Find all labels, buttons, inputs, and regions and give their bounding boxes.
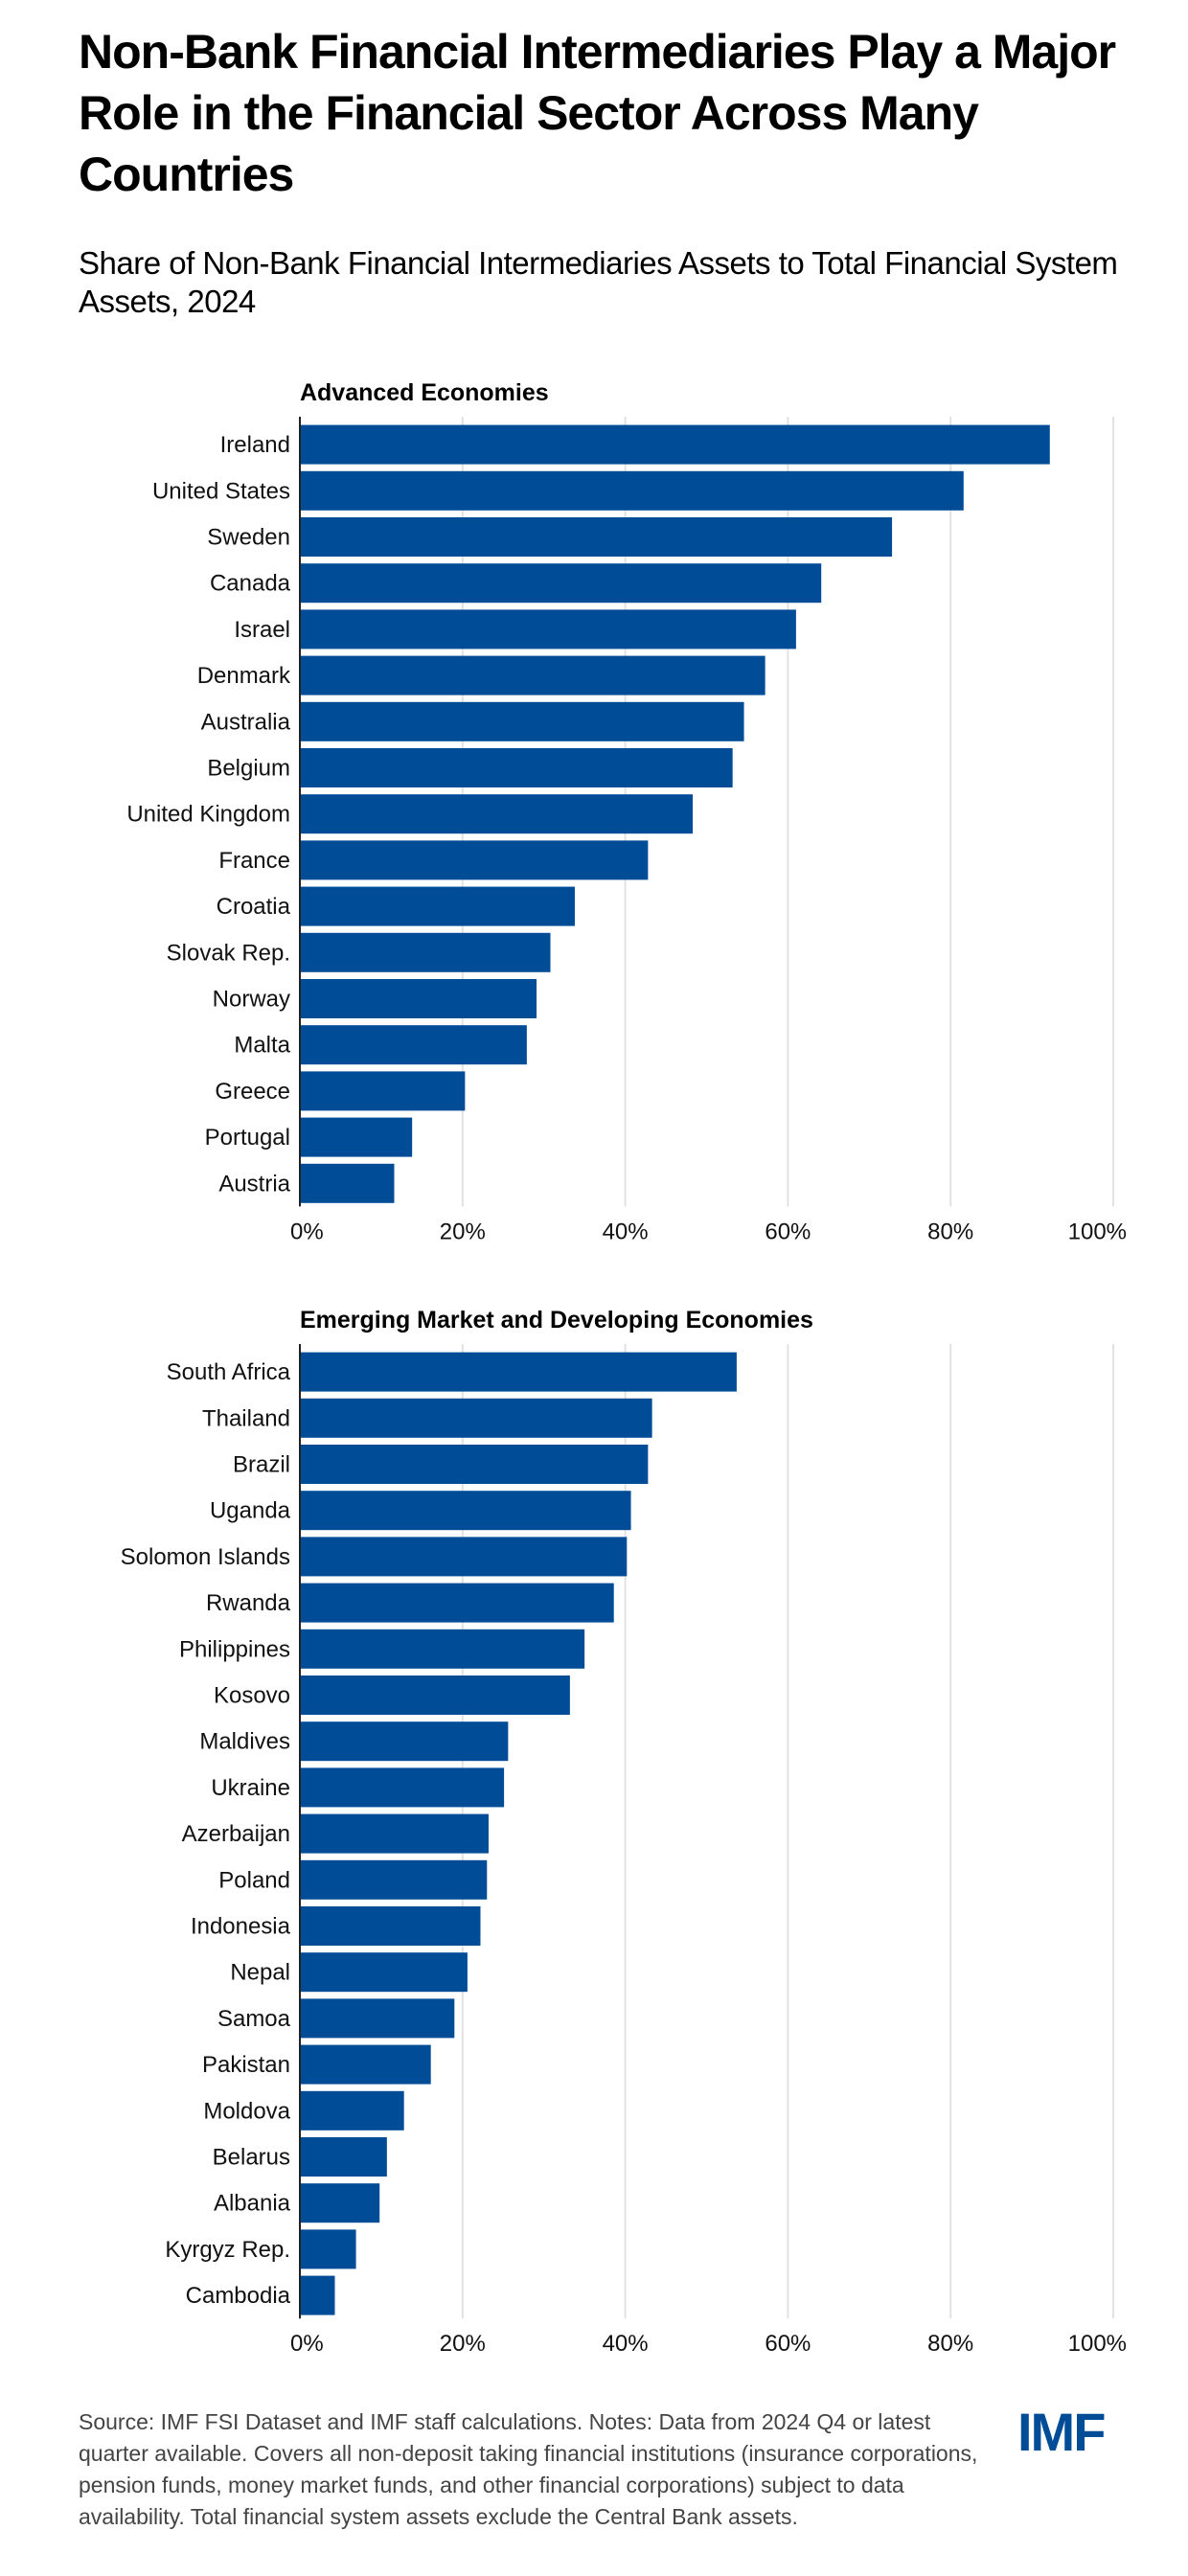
x-tick-label: 20%	[440, 2331, 486, 2357]
bar	[300, 1998, 455, 2039]
bar	[300, 978, 537, 1018]
category-label: Solomon Islands	[121, 1544, 290, 1570]
category-label: Sweden	[207, 524, 290, 550]
category-label: Azerbaijan	[182, 1821, 290, 1847]
category-label: Brazil	[233, 1451, 290, 1477]
bar	[300, 1444, 649, 1484]
category-label: Moldova	[203, 2098, 290, 2124]
category-label: Israel	[234, 617, 290, 643]
bar	[300, 563, 822, 604]
bar	[300, 701, 744, 741]
bar	[300, 1071, 466, 1111]
bar	[300, 886, 575, 926]
bar	[300, 1675, 570, 1715]
category-label: Denmark	[197, 663, 291, 689]
category-label: Maldives	[199, 1729, 290, 1755]
category-label: France	[218, 848, 290, 874]
category-label: Cambodia	[186, 2283, 291, 2309]
category-label: Uganda	[210, 1498, 291, 1524]
category-label: Ireland	[220, 432, 290, 458]
category-label: Austria	[218, 1171, 290, 1197]
x-tick-label: 40%	[603, 1219, 649, 1244]
x-tick-label: 40%	[603, 2331, 649, 2357]
x-tick-label: 0%	[290, 2331, 324, 2357]
category-label: Norway	[213, 986, 290, 1012]
category-label: Slovak Rep.	[167, 940, 290, 966]
category-label: Portugal	[205, 1125, 290, 1151]
bar	[300, 2275, 335, 2315]
bar	[300, 840, 649, 880]
x-tick-label: 100%	[1068, 1219, 1127, 1244]
category-label: Philippines	[179, 1636, 290, 1662]
chart-svg: Emerging Market and Developing Economies…	[121, 1307, 1127, 2357]
bar	[300, 2229, 356, 2269]
category-label: Pakistan	[202, 2052, 290, 2078]
bar	[300, 424, 1050, 465]
bar	[300, 1491, 631, 1531]
bar	[300, 1767, 505, 1808]
bar	[300, 794, 694, 834]
bar	[300, 1117, 413, 1157]
category-label: United States	[152, 478, 290, 504]
bar	[300, 655, 765, 695]
category-label: Nepal	[230, 1960, 290, 1986]
category-label: Albania	[214, 2191, 291, 2217]
x-tick-label: 60%	[765, 1219, 811, 1244]
category-label: Malta	[234, 1033, 290, 1059]
bar	[300, 1398, 652, 1438]
category-label: Ukraine	[211, 1775, 290, 1801]
chart-subtitle: Share of Non-Bank Financial Intermediari…	[79, 245, 1118, 319]
bar	[300, 1952, 468, 1993]
x-tick-label: 80%	[927, 1219, 973, 1244]
category-label: Thailand	[202, 1405, 290, 1431]
category-label: United Kingdom	[126, 802, 290, 828]
x-tick-label: 60%	[765, 2331, 811, 2357]
category-label: Canada	[210, 571, 291, 597]
emerging-economies-chart: Emerging Market and Developing Economies…	[0, 1296, 1188, 2376]
category-label: Croatia	[217, 894, 291, 920]
imf-logo: IMF	[1017, 2402, 1106, 2462]
bar	[300, 1025, 527, 1065]
bar	[300, 2044, 431, 2085]
bar	[300, 1721, 509, 1762]
bar	[300, 2183, 380, 2223]
bar	[300, 1163, 395, 1203]
bar	[300, 2090, 404, 2131]
chart-title: Non-Bank Financial Intermediaries Play a…	[79, 25, 1116, 201]
bar	[300, 609, 796, 650]
bar	[300, 470, 964, 511]
bar	[300, 516, 893, 557]
bar	[300, 1859, 488, 1900]
panel-title: Emerging Market and Developing Economies	[300, 1307, 813, 1334]
bar	[300, 1813, 489, 1854]
category-label: Kyrgyz Rep.	[165, 2237, 290, 2263]
bar	[300, 932, 551, 972]
x-tick-label: 80%	[927, 2331, 973, 2357]
category-label: Greece	[215, 1079, 290, 1105]
bar	[300, 1583, 614, 1623]
bar	[300, 1629, 585, 1669]
category-label: Belgium	[207, 755, 290, 781]
category-label: Kosovo	[214, 1682, 290, 1708]
category-label: South Africa	[167, 1359, 291, 1385]
bar	[300, 2136, 387, 2177]
category-label: Samoa	[217, 2006, 291, 2032]
advanced-economies-chart: Advanced Economies 0% 20% 40% 60% 80% 100% Irel…	[0, 369, 1188, 1264]
bar	[300, 1537, 628, 1577]
x-tick-label: 100%	[1068, 2331, 1127, 2357]
x-tick-label: 20%	[440, 1219, 486, 1244]
chart-svg: Advanced Economies 0% 20% 40% 60% 80% 100% Irel…	[126, 379, 1127, 1244]
category-label: Poland	[218, 1867, 290, 1893]
x-tick-label: 0%	[290, 1219, 324, 1244]
panel-title: Advanced Economies	[300, 379, 549, 406]
category-label: Australia	[201, 709, 291, 735]
category-label: Rwanda	[206, 1590, 291, 1616]
bar	[300, 1905, 481, 1946]
bar	[300, 1352, 737, 1392]
category-label: Indonesia	[191, 1913, 291, 1939]
bar	[300, 747, 733, 787]
source-notes: Source: IMF FSI Dataset and IMF staff ca…	[79, 2409, 978, 2529]
category-label: Belarus	[213, 2144, 290, 2170]
